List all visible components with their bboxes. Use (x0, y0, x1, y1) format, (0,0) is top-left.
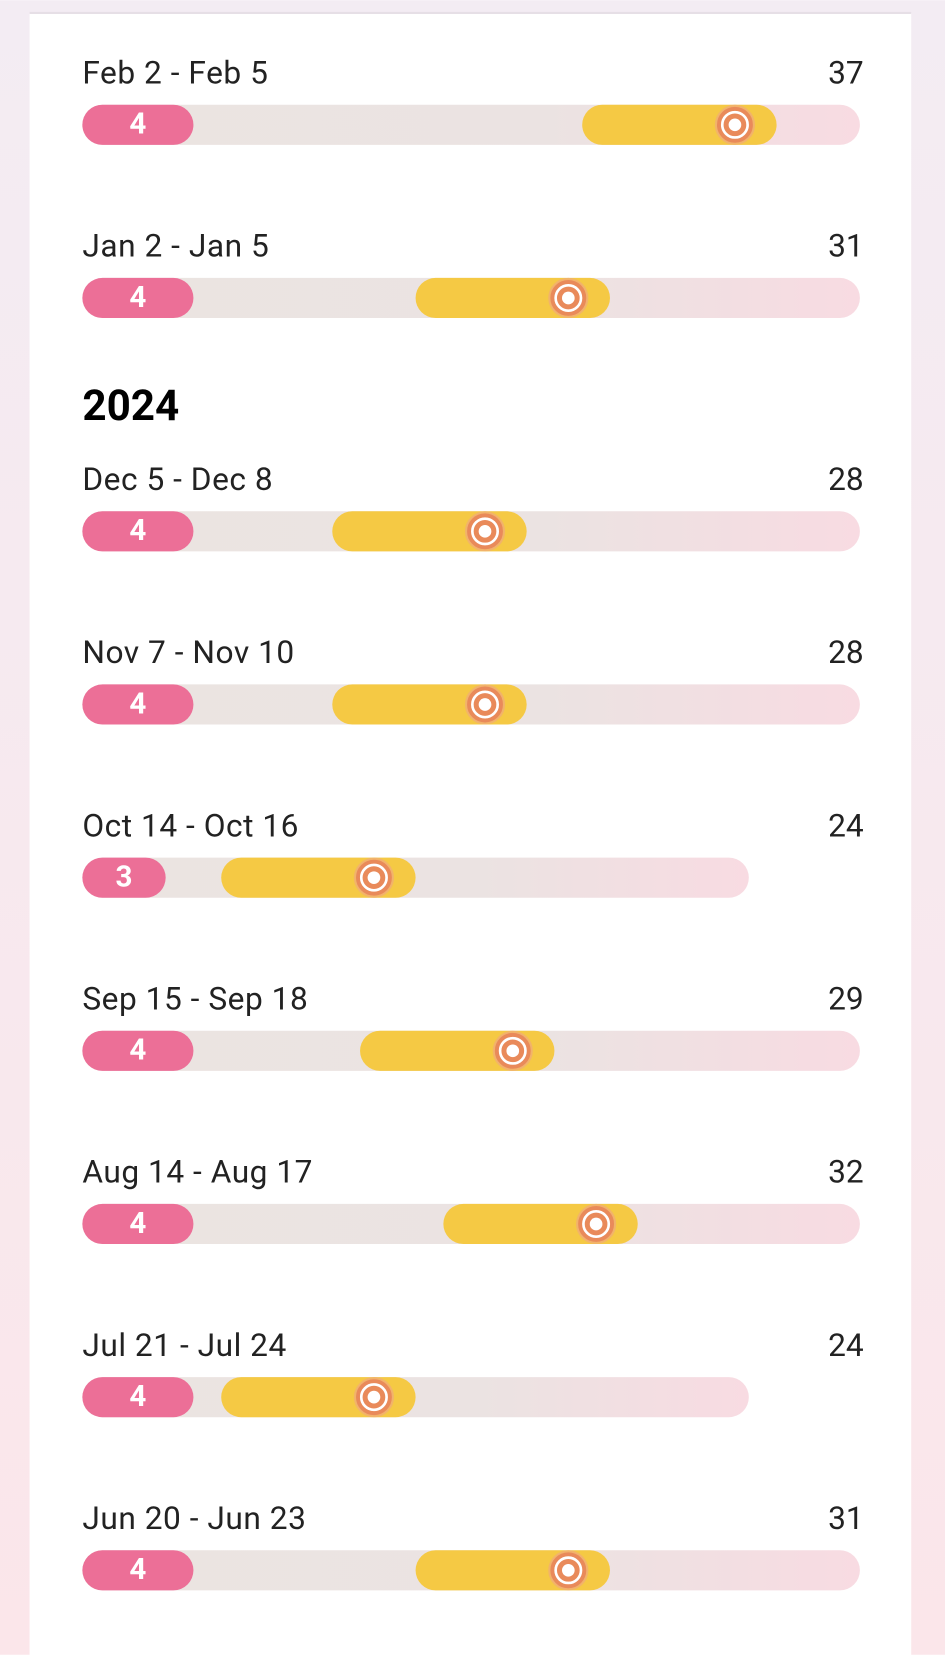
cycle-row[interactable]: Feb 2 - Feb 5 37 4 (82, 55, 864, 145)
ovulation-dot (506, 1044, 520, 1058)
period-days: 4 (129, 1553, 146, 1587)
period-days: 4 (129, 1380, 146, 1414)
period-days: 3 (116, 861, 133, 895)
period-pill (82, 1377, 194, 1418)
cycle-row[interactable]: Sep 15 - Sep 18 29 4 (82, 981, 864, 1071)
period-pill (82, 1550, 194, 1591)
period-pill (82, 104, 194, 145)
date-range: Jan 2 - Jan 5 (82, 228, 269, 265)
ovulation-inner (498, 1036, 527, 1065)
cycle-length: 31 (828, 1500, 864, 1537)
date-range: Dec 5 - Dec 8 (82, 461, 273, 498)
ovulation-dot (478, 698, 492, 711)
period-days: 4 (129, 281, 146, 315)
ovulation-inner (582, 1209, 611, 1238)
cycle-row[interactable]: Nov 7 - Nov 10 28 4 (82, 634, 864, 725)
cycle-length: 32 (828, 1154, 864, 1191)
period-pill (82, 1030, 194, 1071)
date-range: Jul 21 - Jul 24 (82, 1327, 286, 1364)
ovulation-inner (471, 690, 500, 719)
cycle-row[interactable]: Oct 14 - Oct 16 24 3 (82, 807, 864, 898)
period-days: 4 (129, 514, 146, 548)
ovulation-inner (359, 863, 388, 892)
cycle-row[interactable]: Dec 5 - Dec 8 28 4 (82, 461, 864, 552)
ovulation-inner (720, 110, 749, 139)
date-range: Sep 15 - Sep 18 (82, 981, 308, 1018)
ovulation-dot (478, 524, 492, 538)
ovulation-inner (554, 283, 583, 312)
cycle-length: 37 (828, 55, 864, 92)
cycle-length: 24 (828, 807, 864, 844)
date-range: Aug 14 - Aug 17 (82, 1154, 313, 1191)
cycle-length: 28 (828, 461, 864, 498)
cycle-row[interactable]: Jan 2 - Jan 5 31 4 (82, 228, 864, 319)
ovulation-inner (554, 1556, 583, 1585)
ovulation-inner (471, 517, 500, 546)
cycle-row[interactable]: Aug 14 - Aug 17 32 4 (82, 1154, 864, 1245)
period-days: 4 (129, 1207, 146, 1241)
date-range: Feb 2 - Feb 5 (82, 55, 268, 92)
cycle-length: 28 (828, 634, 864, 671)
period-pill (82, 511, 194, 552)
ovulation-dot (728, 118, 742, 132)
cycle-length: 24 (828, 1327, 864, 1364)
date-range: Oct 14 - Oct 16 (82, 807, 299, 844)
cycle-length: 29 (828, 981, 864, 1018)
ovulation-dot (589, 1217, 603, 1231)
period-days: 4 (129, 1034, 146, 1068)
ovulation-dot (367, 871, 381, 884)
ovulation-dot (367, 1390, 381, 1404)
date-range: Nov 7 - Nov 10 (82, 634, 294, 671)
ovulation-inner (359, 1383, 388, 1412)
period-days: 4 (129, 108, 146, 142)
period-days: 4 (129, 687, 146, 721)
year-heading: 2024 (82, 382, 179, 431)
period-pill (82, 1203, 194, 1245)
cycle-row[interactable]: Jul 21 - Jul 24 24 4 (82, 1327, 864, 1418)
date-range: Jun 20 - Jun 23 (82, 1500, 306, 1537)
ovulation-dot (561, 291, 575, 305)
ovulation-dot (561, 1563, 575, 1577)
cycle-length: 31 (828, 228, 864, 265)
period-pill (82, 857, 166, 898)
cycle-row[interactable]: Jun 20 - Jun 23 31 4 (82, 1500, 864, 1591)
period-pill (82, 684, 194, 725)
period-pill (82, 277, 194, 319)
